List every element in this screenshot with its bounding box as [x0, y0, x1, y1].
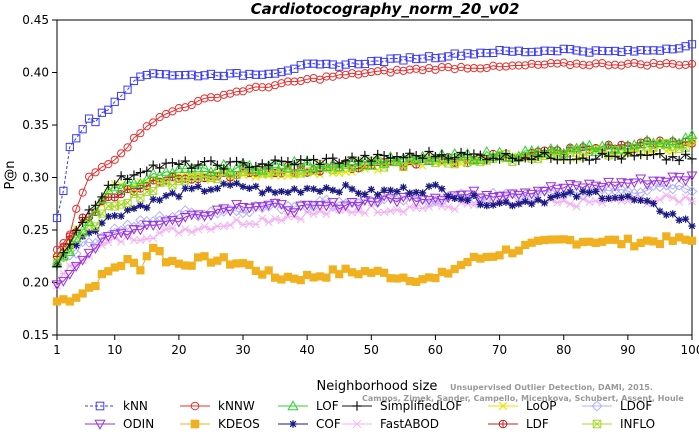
legend-label: LDOF: [620, 399, 652, 413]
legend-marker: [287, 400, 299, 411]
legend-label: SimplifiedLOF: [380, 399, 462, 413]
series-markers: [53, 191, 696, 290]
series-markers: [53, 179, 696, 269]
legend-marker: [190, 401, 200, 411]
x-tick-label: 30: [235, 343, 250, 357]
legend-label: LOF: [316, 399, 339, 413]
x-axis-label: Neighborhood size: [317, 379, 438, 394]
y-axis: 0.15 0.20 0.25 0.30 0.35 0.40 0.45: [22, 13, 57, 342]
y-tick-label: 0.30: [22, 171, 49, 185]
y-tick-label: 0.45: [22, 13, 49, 27]
y-tick-label: 0.25: [22, 223, 49, 237]
watermark-line-1: Unsupervised Outlier Detection, DAMI, 20…: [450, 383, 653, 392]
legend-marker: [95, 401, 105, 411]
series-markers: [52, 146, 697, 272]
x-tick-label: 50: [364, 343, 379, 357]
series-knnw: [52, 58, 697, 254]
x-tick-label: 60: [428, 343, 443, 357]
legend-label: LDF: [526, 417, 549, 431]
legend-marker: [591, 400, 603, 412]
legend-label: INFLO: [620, 417, 655, 431]
legend-item-inflo: INFLO: [582, 417, 655, 431]
legend-marker: [289, 420, 297, 428]
legend-marker: [190, 419, 200, 429]
legend-item-ldf: LDF: [488, 417, 549, 431]
series-markers: [52, 58, 697, 254]
legend-marker: [592, 419, 602, 429]
series-odin: [51, 171, 698, 291]
y-axis-label: P@n: [3, 160, 18, 189]
legend-label: kNNW: [218, 399, 255, 413]
legend-label: COF: [316, 417, 341, 431]
series-simplifiedlof: [52, 146, 697, 272]
legend-item-simplifiedlof: SimplifiedLOF: [342, 399, 462, 413]
legend-item-kdeos: KDEOS: [180, 417, 260, 431]
legend-marker: [498, 401, 508, 411]
x-tick-label: 20: [171, 343, 186, 357]
legend-label: FastABOD: [380, 417, 439, 431]
y-tick-label: 0.15: [22, 328, 49, 342]
x-tick-label: 1: [53, 343, 61, 357]
legend-item-ldof: LDOF: [582, 399, 652, 413]
series-kdeos: [52, 232, 697, 306]
legend-item-knnw: kNNW: [180, 399, 255, 413]
legend-item-knn: kNN: [85, 399, 148, 413]
legend-item-loop: LoOP: [488, 399, 557, 413]
series-cof: [53, 179, 696, 269]
y-tick-label: 0.35: [22, 118, 49, 132]
legend-marker: [352, 401, 362, 411]
series-layer: [51, 40, 698, 306]
legend-marker: [352, 419, 362, 429]
legend-item-odin: ODIN: [85, 417, 154, 431]
x-tick-label: 90: [620, 343, 635, 357]
watermark-line-2: Campos, Zimek, Sander, Campello, Micenko…: [362, 394, 684, 403]
chart-title: Cardiotocography_norm_20_v02: [251, 0, 520, 18]
series-markers: [52, 232, 697, 306]
legend-label: KDEOS: [218, 417, 260, 431]
legend-label: LoOP: [526, 399, 557, 413]
legend: kNN kNNW LOF SimplifiedLOF LoOP LDOF ODIN KDEOS…: [85, 399, 655, 431]
x-axis: 1 10 20 30 40 50 60 70 80 90 100: [53, 335, 699, 357]
legend-label: ODIN: [123, 417, 154, 431]
series-fastabod: [53, 191, 696, 290]
legend-marker: [94, 419, 106, 430]
legend-label: kNN: [123, 399, 148, 413]
legend-item-lof: LOF: [278, 399, 339, 413]
series-markers: [52, 40, 697, 223]
x-tick-label: 10: [107, 343, 122, 357]
x-tick-label: 70: [492, 343, 507, 357]
legend-marker: [498, 419, 508, 429]
legend-item-fastabod: FastABOD: [342, 417, 439, 431]
series-markers: [51, 171, 698, 291]
series-knn: [52, 40, 697, 223]
legend-item-cof: COF: [278, 417, 341, 431]
y-tick-label: 0.20: [22, 276, 49, 290]
x-tick-label: 100: [681, 343, 699, 357]
y-tick-label: 0.40: [22, 66, 49, 80]
x-tick-label: 80: [556, 343, 571, 357]
series-line: [56, 150, 693, 267]
x-tick-label: 40: [300, 343, 315, 357]
